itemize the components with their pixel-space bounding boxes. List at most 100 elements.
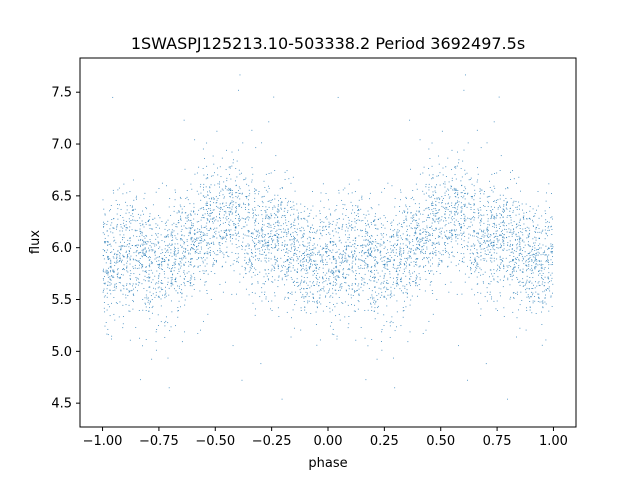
data-point bbox=[284, 276, 286, 277]
data-point bbox=[457, 220, 459, 222]
data-point bbox=[104, 271, 106, 273]
data-point bbox=[284, 254, 285, 256]
data-point bbox=[230, 211, 232, 213]
data-point bbox=[526, 296, 528, 298]
data-point bbox=[361, 245, 363, 247]
data-point bbox=[281, 277, 283, 279]
data-point bbox=[308, 296, 310, 297]
data-point bbox=[463, 225, 465, 227]
data-point bbox=[288, 267, 289, 269]
data-point bbox=[469, 259, 471, 261]
data-point bbox=[510, 229, 512, 231]
data-point bbox=[264, 236, 265, 238]
data-point bbox=[139, 264, 140, 266]
data-point bbox=[431, 225, 433, 227]
data-point bbox=[361, 197, 363, 199]
data-point bbox=[171, 283, 173, 285]
data-point bbox=[523, 215, 525, 217]
data-point bbox=[539, 301, 541, 303]
data-point bbox=[142, 266, 144, 268]
data-point bbox=[215, 260, 217, 262]
data-point bbox=[457, 212, 459, 214]
data-point bbox=[493, 278, 495, 280]
data-point bbox=[499, 170, 501, 171]
data-point bbox=[281, 201, 283, 203]
data-point bbox=[316, 291, 318, 293]
data-point bbox=[254, 251, 256, 253]
data-point bbox=[146, 240, 148, 242]
data-point bbox=[404, 285, 406, 287]
data-point bbox=[212, 241, 214, 243]
data-point bbox=[502, 237, 504, 239]
data-point bbox=[128, 310, 130, 312]
data-point bbox=[265, 273, 267, 275]
data-point bbox=[193, 241, 195, 243]
data-point bbox=[113, 257, 115, 259]
data-point bbox=[149, 291, 151, 293]
data-point bbox=[138, 281, 140, 283]
data-point bbox=[185, 248, 187, 249]
data-point bbox=[358, 273, 360, 275]
data-point bbox=[299, 284, 301, 286]
data-point bbox=[471, 224, 473, 226]
data-point bbox=[177, 247, 179, 249]
data-point bbox=[171, 255, 173, 257]
data-point bbox=[139, 235, 141, 237]
data-point bbox=[214, 273, 216, 275]
data-point bbox=[178, 264, 180, 266]
data-point bbox=[446, 207, 448, 209]
data-point bbox=[532, 269, 534, 271]
data-point bbox=[219, 203, 221, 205]
data-point bbox=[255, 248, 257, 250]
data-point bbox=[167, 277, 169, 279]
data-point bbox=[487, 206, 489, 207]
data-point bbox=[356, 289, 358, 291]
data-point bbox=[399, 253, 401, 255]
data-point bbox=[129, 240, 131, 242]
data-point bbox=[370, 303, 372, 305]
data-point bbox=[147, 280, 149, 282]
data-point bbox=[216, 130, 218, 132]
data-point bbox=[183, 270, 185, 272]
data-point bbox=[513, 256, 515, 257]
data-point bbox=[390, 222, 392, 224]
data-point bbox=[119, 215, 121, 216]
data-point bbox=[415, 237, 417, 239]
data-point bbox=[435, 192, 437, 194]
data-point bbox=[277, 205, 279, 207]
data-point bbox=[538, 217, 540, 219]
data-point bbox=[363, 260, 365, 262]
data-point bbox=[303, 233, 305, 235]
data-point bbox=[124, 245, 125, 247]
data-point bbox=[275, 259, 277, 261]
data-point bbox=[199, 230, 201, 232]
data-point bbox=[286, 233, 288, 235]
data-point bbox=[148, 310, 150, 312]
data-point bbox=[348, 268, 350, 270]
data-point bbox=[257, 258, 259, 260]
data-point bbox=[434, 190, 436, 192]
data-point bbox=[216, 202, 218, 203]
data-point bbox=[371, 309, 373, 311]
data-point bbox=[270, 172, 272, 174]
data-point bbox=[351, 304, 352, 306]
data-point bbox=[254, 246, 256, 248]
data-point bbox=[470, 204, 472, 205]
data-point bbox=[444, 247, 446, 249]
data-point bbox=[390, 260, 391, 262]
data-point bbox=[213, 198, 215, 200]
data-point bbox=[410, 250, 412, 252]
data-point bbox=[502, 249, 504, 251]
data-point bbox=[268, 252, 270, 254]
data-point bbox=[149, 276, 151, 278]
data-point bbox=[264, 239, 266, 241]
data-point bbox=[534, 236, 536, 238]
data-point bbox=[171, 277, 173, 279]
data-point bbox=[332, 292, 334, 294]
data-point bbox=[415, 258, 417, 260]
data-point bbox=[520, 231, 522, 233]
data-point bbox=[268, 300, 269, 302]
data-point bbox=[156, 234, 157, 236]
data-point bbox=[363, 213, 365, 215]
data-point bbox=[106, 270, 108, 272]
